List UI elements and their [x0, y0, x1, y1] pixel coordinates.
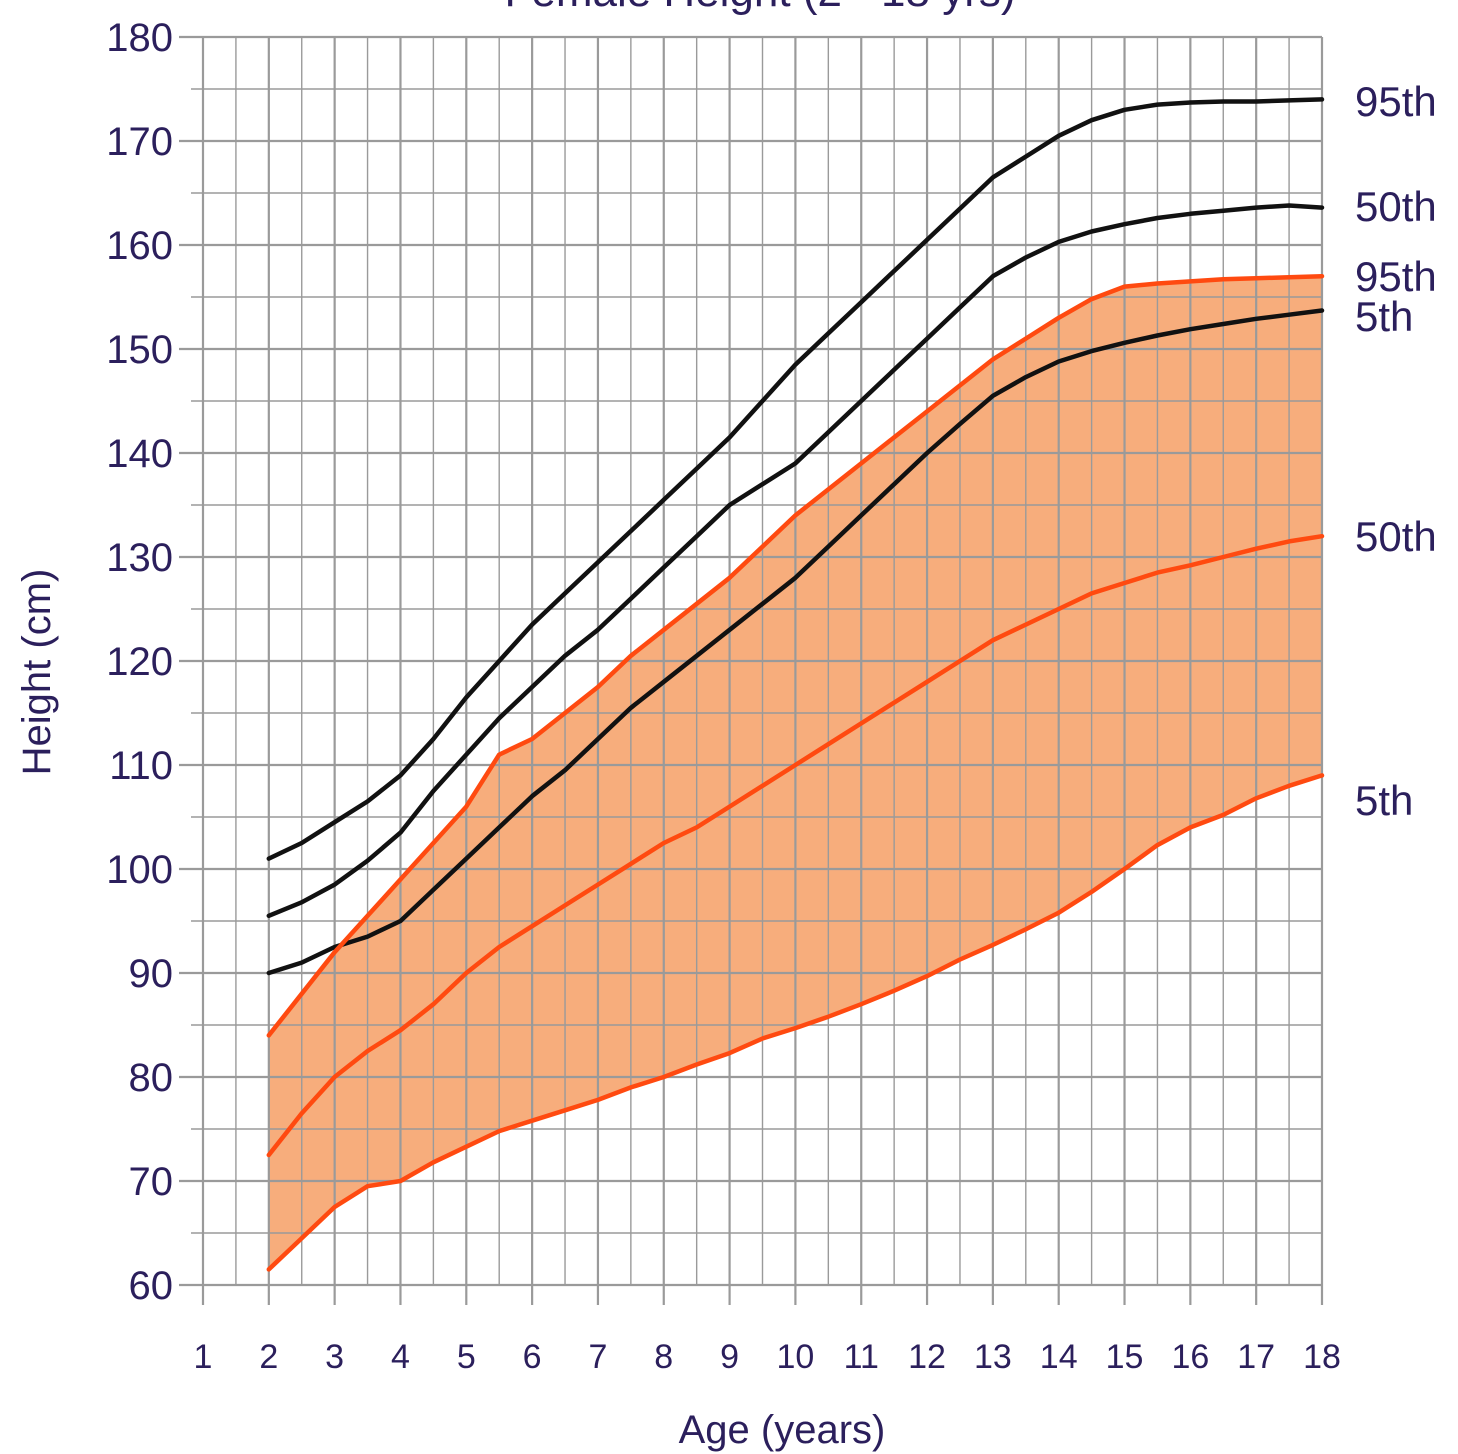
chart-title: Female Height (2 - 18 yrs)	[504, 0, 1015, 16]
series-line-band-50th	[266, 533, 1325, 1158]
x-tick-label: 16	[1171, 1338, 1209, 1376]
x-tick-label: 7	[588, 1338, 607, 1376]
y-tick-label: 150	[106, 328, 173, 372]
series-line-band-5th	[266, 773, 1325, 1272]
x-tick-label: 1	[194, 1338, 213, 1376]
x-tick-label: 8	[654, 1338, 673, 1376]
y-tick-label: 160	[106, 224, 173, 268]
series-line-band-95th	[266, 273, 1325, 1038]
series-label-band-50th: 50th	[1355, 513, 1437, 560]
series-label-reference-50th: 50th	[1355, 183, 1437, 230]
series-label-band-95th: 95th	[1355, 253, 1437, 300]
series-label-reference-95th: 95th	[1355, 78, 1437, 125]
x-tick-label: 13	[974, 1338, 1012, 1376]
x-tick-label: 14	[1040, 1338, 1078, 1376]
y-tick-label: 100	[106, 848, 173, 892]
x-tick-label: 9	[720, 1338, 739, 1376]
y-tick-label: 110	[109, 744, 173, 788]
x-axis-title: Age (years)	[679, 1408, 886, 1452]
series-line-reference-50th	[266, 203, 1325, 919]
x-tick-label: 11	[844, 1338, 879, 1376]
y-axis-title: Height (cm)	[15, 569, 59, 776]
x-tick-label: 6	[523, 1338, 542, 1376]
y-tick-label: 140	[106, 432, 173, 476]
y-tick-label: 170	[106, 120, 173, 164]
x-tick-label: 2	[259, 1338, 278, 1376]
x-tick-label: 18	[1303, 1338, 1341, 1376]
y-tick-label: 80	[129, 1056, 174, 1100]
x-tick-label: 12	[908, 1338, 946, 1376]
x-tick-label: 4	[391, 1338, 410, 1376]
x-tick-label: 3	[325, 1338, 344, 1376]
y-tick-label: 60	[129, 1264, 174, 1308]
y-tick-label: 70	[129, 1160, 174, 1204]
x-tick-label: 15	[1106, 1338, 1144, 1376]
series-line-reference-95th	[266, 97, 1325, 861]
y-tick-label: 90	[129, 952, 174, 996]
series-label-band-5th: 5th	[1355, 777, 1413, 824]
y-tick-label: 120	[106, 640, 173, 684]
y-tick-label: 180	[106, 16, 173, 60]
series-layer	[266, 97, 1325, 1272]
series-label-reference-5th: 5th	[1355, 293, 1413, 340]
grid-layer	[179, 35, 1324, 1305]
series-line-reference-5th	[266, 308, 1325, 976]
x-tick-label: 10	[776, 1338, 814, 1376]
x-tick-label: 5	[457, 1338, 476, 1376]
x-tick-label: 17	[1237, 1338, 1275, 1376]
y-tick-label: 130	[106, 536, 173, 580]
